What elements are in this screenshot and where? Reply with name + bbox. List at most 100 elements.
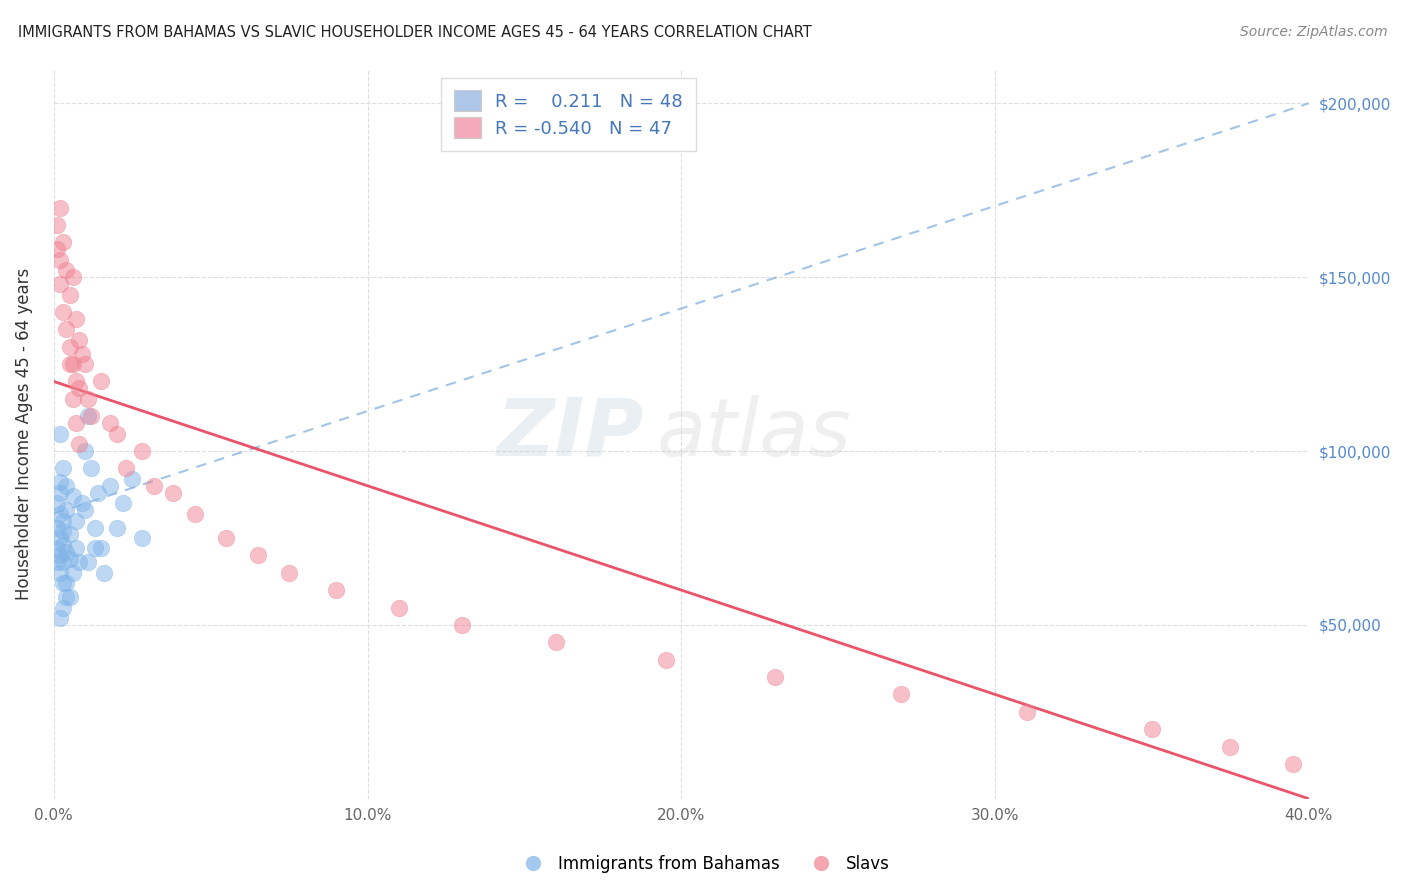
Point bbox=[62, 566, 84, 580]
Point bbox=[115, 461, 138, 475]
Point bbox=[1015, 705, 1038, 719]
Point bbox=[77, 555, 100, 569]
Point bbox=[65, 514, 87, 528]
Point bbox=[46, 520, 69, 534]
Point bbox=[80, 461, 103, 475]
Point bbox=[55, 322, 77, 336]
Point bbox=[65, 541, 87, 556]
Point bbox=[65, 311, 87, 326]
Point bbox=[75, 503, 97, 517]
Point bbox=[52, 514, 75, 528]
Point bbox=[49, 531, 72, 545]
Point bbox=[77, 392, 100, 406]
Point bbox=[58, 527, 80, 541]
Point bbox=[49, 549, 72, 563]
Point bbox=[131, 444, 153, 458]
Point bbox=[890, 688, 912, 702]
Point bbox=[55, 503, 77, 517]
Point bbox=[143, 479, 166, 493]
Point bbox=[52, 555, 75, 569]
Point bbox=[111, 496, 134, 510]
Point bbox=[654, 653, 676, 667]
Point bbox=[87, 485, 110, 500]
Point bbox=[90, 375, 112, 389]
Point bbox=[278, 566, 301, 580]
Point bbox=[49, 201, 72, 215]
Point bbox=[62, 357, 84, 371]
Point bbox=[184, 507, 207, 521]
Point bbox=[52, 305, 75, 319]
Point bbox=[70, 346, 93, 360]
Point bbox=[62, 392, 84, 406]
Point bbox=[75, 444, 97, 458]
Point bbox=[58, 551, 80, 566]
Point bbox=[55, 263, 77, 277]
Point bbox=[77, 409, 100, 424]
Point bbox=[1282, 756, 1305, 771]
Point bbox=[55, 576, 77, 591]
Point bbox=[49, 252, 72, 267]
Point bbox=[49, 611, 72, 625]
Point bbox=[49, 485, 72, 500]
Point bbox=[46, 541, 69, 556]
Text: atlas: atlas bbox=[657, 394, 851, 473]
Point bbox=[62, 270, 84, 285]
Point bbox=[83, 520, 105, 534]
Point bbox=[62, 489, 84, 503]
Point bbox=[58, 357, 80, 371]
Point bbox=[162, 485, 184, 500]
Point bbox=[80, 409, 103, 424]
Point bbox=[1219, 739, 1241, 754]
Point bbox=[67, 333, 90, 347]
Point bbox=[98, 479, 121, 493]
Point bbox=[52, 461, 75, 475]
Point bbox=[388, 600, 411, 615]
Point bbox=[246, 549, 269, 563]
Point bbox=[98, 416, 121, 430]
Point bbox=[46, 218, 69, 232]
Text: Source: ZipAtlas.com: Source: ZipAtlas.com bbox=[1240, 25, 1388, 39]
Point bbox=[49, 277, 72, 292]
Legend: R =    0.211   N = 48, R = -0.540   N = 47: R = 0.211 N = 48, R = -0.540 N = 47 bbox=[441, 78, 696, 151]
Point bbox=[121, 472, 143, 486]
Point bbox=[67, 555, 90, 569]
Point bbox=[49, 507, 72, 521]
Point bbox=[105, 426, 128, 441]
Point bbox=[131, 531, 153, 545]
Point bbox=[52, 524, 75, 538]
Point bbox=[75, 357, 97, 371]
Point bbox=[46, 496, 69, 510]
Point bbox=[58, 287, 80, 301]
Point bbox=[58, 340, 80, 354]
Point bbox=[83, 541, 105, 556]
Point bbox=[55, 545, 77, 559]
Y-axis label: Householder Income Ages 45 - 64 years: Householder Income Ages 45 - 64 years bbox=[15, 268, 32, 599]
Text: ZIP: ZIP bbox=[496, 394, 644, 473]
Point bbox=[93, 566, 115, 580]
Point bbox=[105, 520, 128, 534]
Point bbox=[70, 496, 93, 510]
Point bbox=[325, 583, 347, 598]
Point bbox=[67, 381, 90, 395]
Point bbox=[52, 538, 75, 552]
Point bbox=[52, 600, 75, 615]
Point bbox=[52, 576, 75, 591]
Point bbox=[90, 541, 112, 556]
Point bbox=[52, 235, 75, 250]
Point bbox=[765, 670, 787, 684]
Point bbox=[55, 479, 77, 493]
Point bbox=[215, 531, 238, 545]
Point bbox=[49, 566, 72, 580]
Point bbox=[46, 243, 69, 257]
Point bbox=[55, 590, 77, 604]
Point bbox=[544, 635, 567, 649]
Point bbox=[65, 375, 87, 389]
Point bbox=[58, 590, 80, 604]
Point bbox=[450, 618, 472, 632]
Point bbox=[49, 426, 72, 441]
Legend: Immigrants from Bahamas, Slavs: Immigrants from Bahamas, Slavs bbox=[509, 848, 897, 880]
Text: IMMIGRANTS FROM BAHAMAS VS SLAVIC HOUSEHOLDER INCOME AGES 45 - 64 YEARS CORRELAT: IMMIGRANTS FROM BAHAMAS VS SLAVIC HOUSEH… bbox=[18, 25, 813, 40]
Point bbox=[49, 475, 72, 490]
Point bbox=[1140, 723, 1163, 737]
Point bbox=[65, 416, 87, 430]
